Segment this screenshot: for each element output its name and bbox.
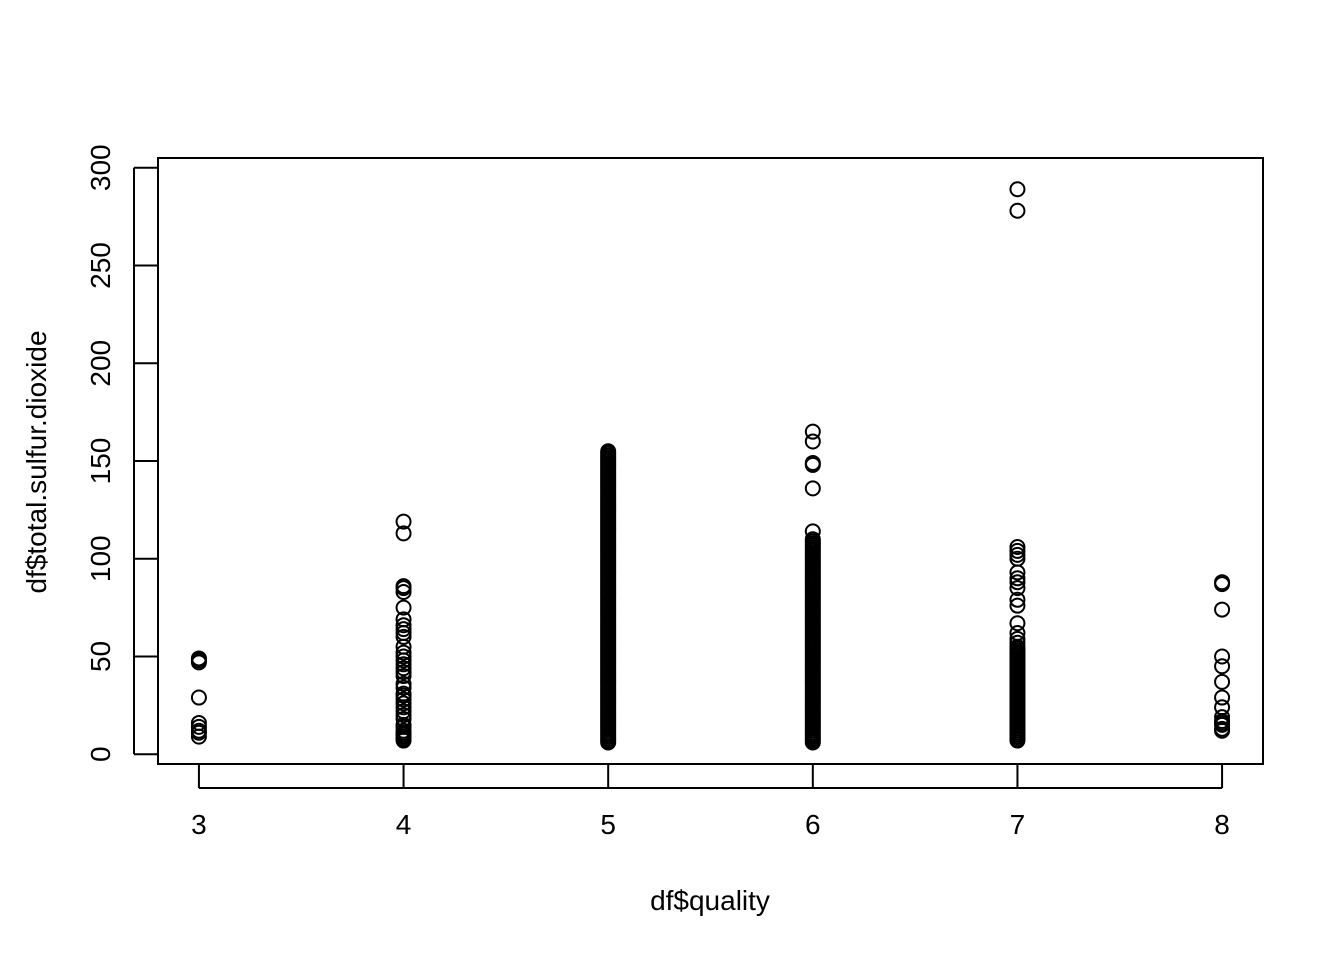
y-axis-title: df$total.sulfur.dioxide bbox=[21, 330, 52, 593]
data-point bbox=[1010, 204, 1024, 218]
y-tick-label: 0 bbox=[85, 746, 116, 762]
y-tick-label: 200 bbox=[85, 340, 116, 387]
x-tick-label: 7 bbox=[1010, 809, 1026, 840]
data-point bbox=[806, 481, 820, 495]
data-point bbox=[192, 691, 206, 705]
data-point bbox=[1215, 603, 1229, 617]
data-point bbox=[1215, 675, 1229, 689]
x-axis-title: df$quality bbox=[650, 885, 770, 916]
data-point bbox=[1215, 691, 1229, 705]
y-tick-label: 50 bbox=[85, 641, 116, 672]
data-point bbox=[1010, 182, 1024, 196]
y-tick-label: 250 bbox=[85, 242, 116, 289]
y-tick-label: 300 bbox=[85, 144, 116, 191]
data-point bbox=[806, 425, 820, 439]
y-axis: 0 50 100 150 200 250 300 bbox=[85, 144, 158, 762]
x-tick-label: 5 bbox=[600, 809, 616, 840]
data-points bbox=[192, 182, 1229, 749]
data-point bbox=[1215, 649, 1229, 663]
plot-frame bbox=[158, 158, 1263, 764]
x-tick-label: 8 bbox=[1214, 809, 1230, 840]
y-tick-label: 100 bbox=[85, 535, 116, 582]
data-point bbox=[1010, 616, 1024, 630]
y-tick-label: 150 bbox=[85, 438, 116, 485]
x-tick-label: 4 bbox=[396, 809, 412, 840]
x-tick-label: 3 bbox=[191, 809, 207, 840]
x-tick-label: 6 bbox=[805, 809, 821, 840]
x-axis: 3 4 5 6 7 8 bbox=[191, 764, 1230, 840]
